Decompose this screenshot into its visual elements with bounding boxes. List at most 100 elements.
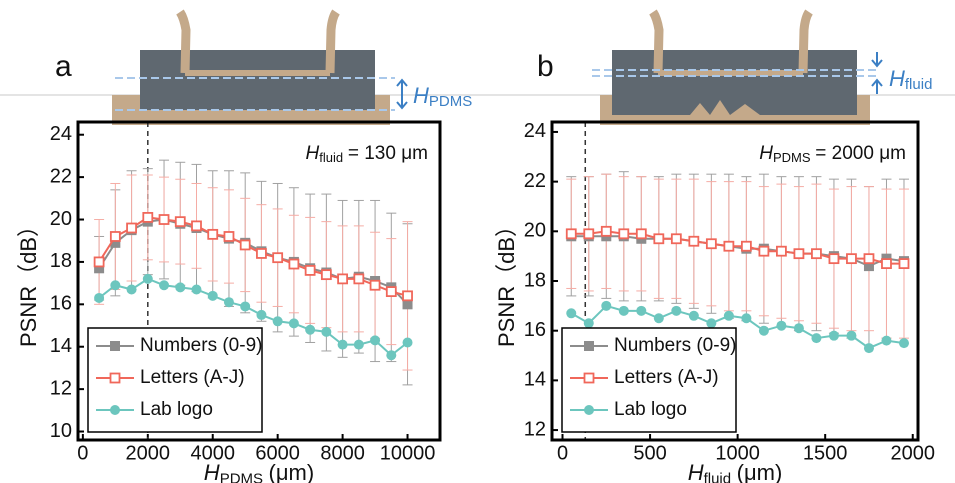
legend-marker (584, 341, 594, 351)
schematic-b (592, 9, 883, 125)
data-point (256, 248, 267, 259)
data-point (337, 273, 349, 285)
data-point (740, 240, 752, 252)
data-point (110, 280, 121, 291)
symbol: H (688, 460, 704, 483)
symbol: H (759, 143, 773, 164)
data-point (109, 231, 121, 242)
schematic-a (112, 9, 408, 125)
data-point (776, 320, 787, 331)
data-point (653, 313, 664, 324)
y-axis-label: PSNR（dB） (494, 215, 519, 347)
data-point (793, 323, 804, 334)
data-point (670, 233, 682, 245)
y-tick-label: 18 (50, 250, 72, 272)
legend-label: Lab logo (614, 399, 687, 420)
data-point (94, 292, 105, 303)
data-point (385, 286, 397, 298)
data-point (223, 231, 235, 242)
data-point (898, 338, 909, 349)
subscript: fluid (319, 150, 343, 165)
x-tick-label: 4000 (190, 442, 235, 464)
x-tick-label: 2000 (890, 442, 935, 464)
subscript: fluid (905, 76, 933, 93)
x-tick-label: 6000 (255, 442, 300, 464)
data-point (353, 273, 365, 285)
legend-marker (584, 405, 594, 415)
schematic-label: Hfluid (889, 66, 932, 93)
data-point (600, 225, 612, 237)
data-point (811, 248, 822, 260)
data-point (688, 310, 699, 321)
y-tick-label: 12 (524, 418, 546, 440)
data-point (126, 222, 137, 234)
data-point (881, 258, 892, 270)
y-tick-label: 16 (50, 293, 72, 315)
legend-marker (109, 372, 121, 384)
data-point (207, 228, 219, 240)
data-point (191, 220, 202, 232)
data-point (741, 313, 752, 324)
legend-label: Numbers (0-9) (614, 335, 736, 356)
data-point (863, 343, 874, 354)
plot-frame (76, 120, 442, 442)
data-point (142, 211, 154, 223)
data-point (369, 279, 381, 291)
data-point (159, 280, 170, 291)
x-tick-label: 0 (77, 442, 88, 464)
x-tick-label: 500 (633, 442, 666, 464)
legend-marker (583, 372, 595, 384)
y-tick-label: 10 (50, 420, 72, 442)
data-point (337, 339, 348, 350)
x-tick-label: 1000 (715, 442, 760, 464)
y-axis-label: PSNR（dB） (16, 215, 41, 347)
data-point (320, 269, 332, 281)
data-point (174, 216, 186, 228)
y-tick-label: 22 (524, 170, 546, 192)
legend-marker (110, 405, 120, 415)
data-point (223, 297, 234, 308)
subscript: fluid (704, 470, 732, 483)
legend-label: Lab logo (140, 399, 213, 420)
data-point (881, 335, 892, 346)
y-tick-label: 14 (50, 335, 72, 357)
annotation: Hfluid = 130 μm (306, 143, 428, 165)
data-point (240, 301, 251, 312)
data-point (272, 316, 283, 327)
data-point (705, 238, 717, 250)
data-point (207, 290, 218, 301)
legend-label: Letters (A-J) (614, 367, 719, 388)
panel-label: a (55, 50, 72, 83)
data-point (601, 300, 612, 311)
data-point (386, 350, 397, 361)
data-point (688, 235, 700, 247)
label-text: = 2000 μm (815, 143, 906, 164)
data-point (304, 264, 316, 276)
label-text: (μm) (737, 460, 783, 483)
symbol: H (889, 66, 905, 91)
data-point (723, 310, 734, 321)
legend-marker (110, 341, 120, 351)
legend-label: Numbers (0-9) (140, 335, 262, 356)
x-tick-label: 10000 (380, 442, 436, 464)
label-text: = 130 μm (348, 143, 428, 164)
data-point (191, 284, 202, 295)
x-axis-label: Hfluid (μm) (688, 460, 783, 483)
data-point (898, 258, 910, 270)
data-point (158, 214, 170, 225)
y-tick-label: 14 (524, 369, 546, 391)
data-point (288, 318, 299, 329)
data-point (828, 253, 840, 265)
data-point (321, 326, 332, 337)
data-point (671, 305, 682, 316)
data-point (653, 233, 665, 245)
y-tick-label: 24 (524, 120, 546, 142)
data-point (370, 335, 381, 346)
panel-label: b (537, 50, 554, 83)
data-point (758, 245, 770, 257)
data-point (618, 305, 629, 316)
subscript: PDMS (220, 470, 263, 483)
data-point (583, 228, 595, 240)
data-point (635, 228, 647, 240)
